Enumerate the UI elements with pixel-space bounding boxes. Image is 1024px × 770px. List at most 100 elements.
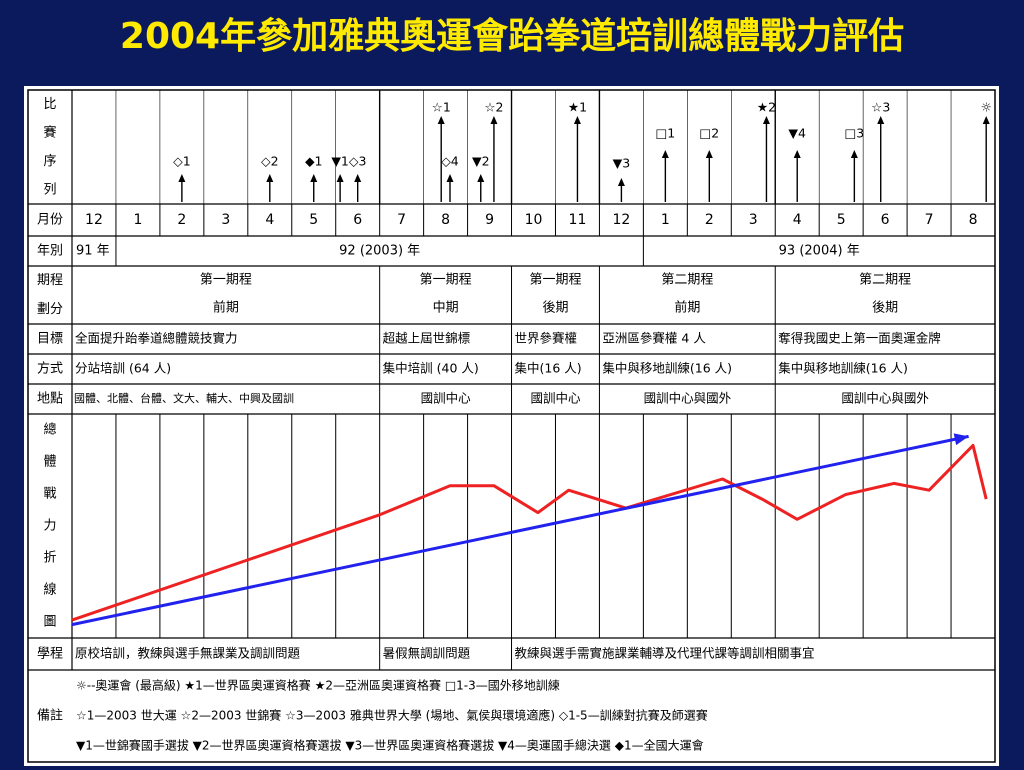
study-text: 教練與選手需實施課業輔導及代理代課等調訓相關事宜 bbox=[515, 646, 815, 661]
row-header-strength: 圖 bbox=[43, 615, 56, 630]
year-label: 93 (2004) 年 bbox=[779, 244, 860, 259]
event-label: ◇3 bbox=[349, 154, 367, 169]
event-label: □2 bbox=[699, 126, 719, 141]
event-arrow-head bbox=[850, 150, 858, 158]
month-label: 8 bbox=[441, 212, 450, 228]
period-stage: 第一期程 bbox=[529, 273, 581, 288]
month-label: 5 bbox=[309, 212, 318, 228]
row-header-period: 劃分 bbox=[37, 302, 63, 317]
event-arrow-head bbox=[310, 174, 318, 182]
event-label: ◇2 bbox=[261, 154, 279, 169]
month-label: 1 bbox=[133, 212, 142, 228]
event-label: ☼ bbox=[981, 100, 992, 115]
event-arrow-head bbox=[617, 178, 625, 186]
period-phase: 後期 bbox=[542, 301, 568, 316]
row-header-strength: 總 bbox=[43, 422, 56, 438]
year-label: 91 年 bbox=[76, 244, 110, 259]
period-phase: 前期 bbox=[674, 300, 700, 316]
row-header-competition: 賽 bbox=[43, 124, 56, 140]
event-label: ★1 bbox=[568, 100, 587, 115]
period-stage: 第二期程 bbox=[859, 273, 911, 288]
row-header-strength: 體 bbox=[43, 455, 56, 470]
event-arrow-head bbox=[573, 116, 581, 124]
event-label: ▼3 bbox=[613, 156, 631, 171]
event-arrow-head bbox=[762, 116, 770, 124]
event-label: ☆1 bbox=[432, 100, 451, 115]
method-text: 分站培訓 (64 人) bbox=[75, 361, 171, 376]
row-header-competition: 序 bbox=[43, 154, 56, 169]
location-text: 國體、北體、台體、文大、輔大、中興及國訓 bbox=[74, 391, 294, 405]
event-label: ▼4 bbox=[788, 126, 806, 141]
event-arrow-head bbox=[354, 174, 362, 182]
row-header-goal: 目標 bbox=[37, 332, 63, 347]
event-arrow-head bbox=[477, 174, 485, 182]
month-label: 1 bbox=[661, 212, 670, 228]
event-label: ▼2 bbox=[472, 154, 490, 169]
row-header-month: 月份 bbox=[37, 213, 63, 228]
event-label: □3 bbox=[844, 126, 864, 141]
row-header-competition: 列 bbox=[43, 182, 56, 197]
month-label: 3 bbox=[749, 212, 758, 228]
goal-text: 奪得我國史上第一面奧運金牌 bbox=[778, 331, 941, 346]
event-arrow-head bbox=[490, 116, 498, 124]
page-title: 2004年參加雅典奧運會跆拳道培訓總體戰力評估 bbox=[119, 16, 905, 57]
period-stage: 第二期程 bbox=[661, 273, 713, 288]
row-header-strength: 戰 bbox=[43, 487, 56, 502]
month-label: 11 bbox=[569, 212, 587, 228]
row-header-competition: 比 bbox=[43, 97, 56, 112]
event-arrow-head bbox=[336, 174, 344, 182]
period-phase: 前期 bbox=[213, 300, 239, 316]
location-text: 國訓中心 bbox=[530, 391, 581, 406]
row-header-strength: 線 bbox=[43, 582, 56, 598]
study-text: 暑假無調訓問題 bbox=[383, 646, 471, 661]
event-label: ◇1 bbox=[173, 154, 191, 169]
month-label: 2 bbox=[705, 212, 714, 228]
method-text: 集中與移地訓練(16 人) bbox=[602, 361, 732, 376]
row-header-method: 方式 bbox=[37, 361, 63, 377]
row-header-location: 地點 bbox=[37, 392, 63, 407]
location-text: 國訓中心與國外 bbox=[841, 391, 929, 406]
goal-text: 世界參賽權 bbox=[515, 331, 578, 346]
month-label: 6 bbox=[353, 212, 362, 228]
goal-text: 亞洲區參賽權 4 人 bbox=[602, 331, 706, 346]
row-header-notes: 備註 bbox=[37, 708, 63, 724]
event-arrow-head bbox=[446, 174, 454, 182]
goal-text: 超越上屆世錦標 bbox=[383, 331, 471, 346]
month-label: 12 bbox=[612, 212, 630, 228]
event-label: ◇4 bbox=[441, 154, 459, 169]
note-line: ▼1—世錦賽國手選拔 ▼2—世界區奧運資格賽選拔 ▼3—世界區奧運資格賽選拔 ▼… bbox=[76, 738, 704, 753]
trend-arrow-head bbox=[953, 433, 969, 446]
row-header-year: 年別 bbox=[37, 244, 63, 259]
method-text: 集中培訓 (40 人) bbox=[383, 361, 479, 376]
evaluation-table: 比賽序列月份 年別 期程 劃分 目標 方式 地點總體戰力折線圖學程 備註 12 1 2 3 4 5 6 7 8 9… bbox=[24, 86, 999, 766]
event-label: ◆1 bbox=[305, 154, 323, 169]
row-header-study: 學程 bbox=[37, 647, 63, 662]
month-label: 5 bbox=[837, 212, 846, 228]
event-arrow-head bbox=[437, 116, 445, 124]
method-text: 集中與移地訓練(16 人) bbox=[778, 361, 908, 376]
row-header-strength: 力 bbox=[43, 519, 56, 534]
method-text: 集中(16 人) bbox=[515, 361, 582, 376]
month-label: 4 bbox=[793, 212, 802, 228]
location-text: 國訓中心 bbox=[421, 391, 472, 406]
event-label: ☆2 bbox=[484, 100, 503, 115]
period-phase: 後期 bbox=[872, 301, 898, 316]
row-header-strength: 折 bbox=[43, 551, 56, 566]
month-label: 7 bbox=[397, 212, 406, 228]
event-label: ▼1 bbox=[331, 154, 349, 169]
event-arrow-head bbox=[877, 116, 885, 124]
month-label: 9 bbox=[485, 212, 494, 228]
event-arrow-head bbox=[705, 150, 713, 158]
event-arrow-head bbox=[178, 174, 186, 182]
goal-text: 全面提升跆拳道總體競技實力 bbox=[75, 331, 238, 346]
event-arrow-head bbox=[266, 174, 274, 182]
location-text: 國訓中心與國外 bbox=[644, 391, 732, 406]
month-label: 7 bbox=[925, 212, 934, 228]
note-line: ☼--奧運會 (最高級) ★1—世界區奧運資格賽 ★2—亞洲區奧運資格賽 □1-… bbox=[76, 678, 560, 693]
event-arrow-head bbox=[661, 150, 669, 158]
row-header-period: 期程 bbox=[37, 273, 63, 288]
event-label: ☆3 bbox=[871, 100, 890, 115]
chart-series-1 bbox=[71, 434, 969, 627]
period-phase: 中期 bbox=[433, 301, 459, 316]
